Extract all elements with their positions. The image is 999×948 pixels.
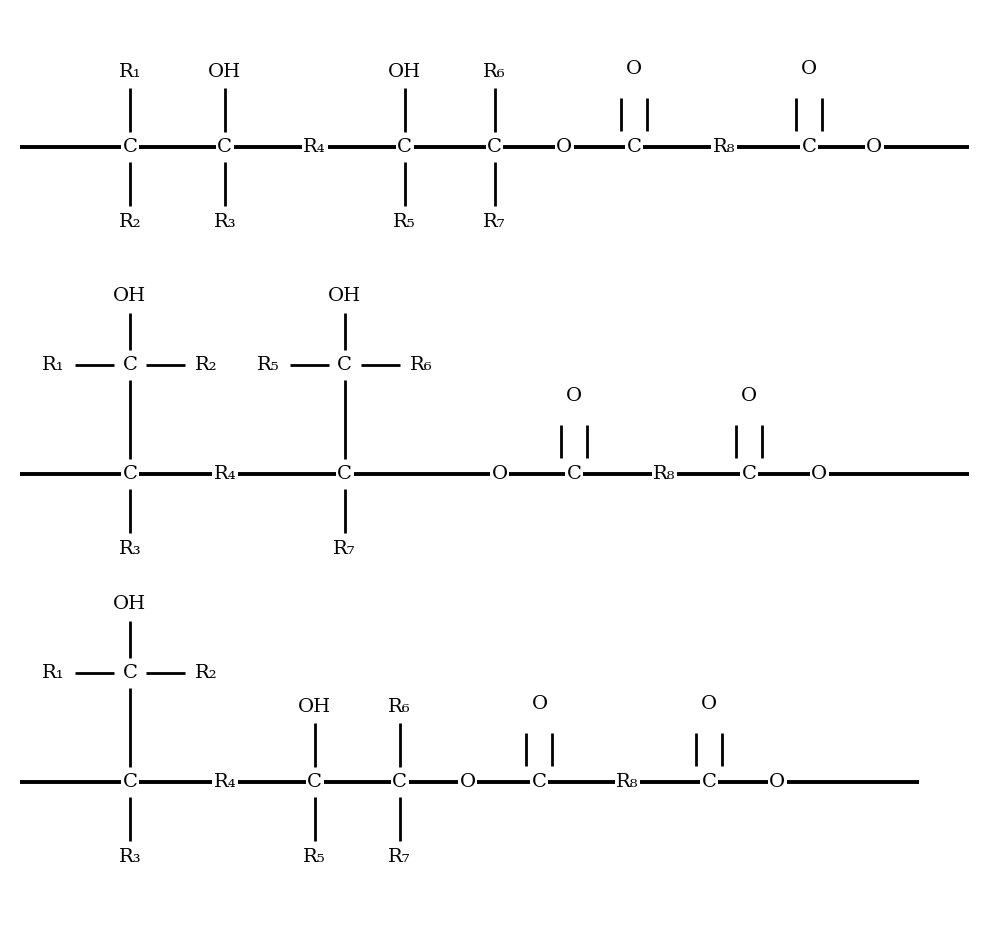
- Text: C: C: [742, 465, 756, 483]
- Text: O: O: [701, 696, 717, 713]
- Text: R₇: R₇: [389, 848, 411, 866]
- Text: O: O: [492, 465, 507, 483]
- Text: R₅: R₅: [257, 356, 280, 374]
- Text: R₆: R₆: [389, 698, 411, 716]
- Text: C: C: [218, 138, 232, 155]
- Text: C: C: [702, 774, 716, 791]
- Text: O: O: [626, 61, 642, 78]
- Text: O: O: [866, 138, 882, 155]
- Text: R₂: R₂: [195, 356, 218, 374]
- Text: O: O: [566, 388, 582, 405]
- Text: R₂: R₂: [119, 213, 141, 231]
- Text: OH: OH: [388, 63, 422, 81]
- Text: C: C: [338, 465, 352, 483]
- Text: C: C: [123, 465, 137, 483]
- Text: R₅: R₅: [394, 213, 416, 231]
- Text: R₂: R₂: [195, 665, 218, 682]
- Text: R₄: R₄: [304, 138, 326, 155]
- Text: C: C: [123, 356, 137, 374]
- Text: R₁: R₁: [42, 356, 65, 374]
- Text: OH: OH: [298, 698, 332, 716]
- Text: OH: OH: [113, 595, 147, 613]
- Text: R₃: R₃: [119, 540, 141, 558]
- Text: R₁: R₁: [119, 63, 141, 81]
- Text: C: C: [488, 138, 501, 155]
- Text: C: C: [802, 138, 816, 155]
- Text: C: C: [123, 138, 137, 155]
- Text: R₅: R₅: [304, 848, 326, 866]
- Text: R₄: R₄: [214, 465, 236, 483]
- Text: C: C: [123, 774, 137, 791]
- Text: OH: OH: [113, 287, 147, 305]
- Text: O: O: [811, 465, 827, 483]
- Text: O: O: [769, 774, 785, 791]
- Text: R₈: R₈: [616, 774, 638, 791]
- Text: C: C: [308, 774, 322, 791]
- Text: C: C: [567, 465, 581, 483]
- Text: OH: OH: [208, 63, 242, 81]
- Text: O: O: [556, 138, 572, 155]
- Text: R₆: R₆: [410, 356, 433, 374]
- Text: O: O: [801, 61, 817, 78]
- Text: C: C: [338, 356, 352, 374]
- Text: R₇: R₇: [484, 213, 505, 231]
- Text: R₈: R₈: [713, 138, 735, 155]
- Text: R₄: R₄: [214, 774, 236, 791]
- Text: O: O: [741, 388, 757, 405]
- Text: C: C: [393, 774, 407, 791]
- Text: C: C: [532, 774, 546, 791]
- Text: C: C: [627, 138, 641, 155]
- Text: R₁: R₁: [42, 665, 65, 682]
- Text: O: O: [531, 696, 547, 713]
- Text: OH: OH: [328, 287, 362, 305]
- Text: O: O: [460, 774, 476, 791]
- Text: C: C: [398, 138, 412, 155]
- Text: R₃: R₃: [214, 213, 236, 231]
- Text: C: C: [123, 665, 137, 682]
- Text: R₆: R₆: [484, 63, 505, 81]
- Text: R₈: R₈: [653, 465, 675, 483]
- Text: R₇: R₇: [334, 540, 356, 558]
- Text: R₃: R₃: [119, 848, 141, 866]
